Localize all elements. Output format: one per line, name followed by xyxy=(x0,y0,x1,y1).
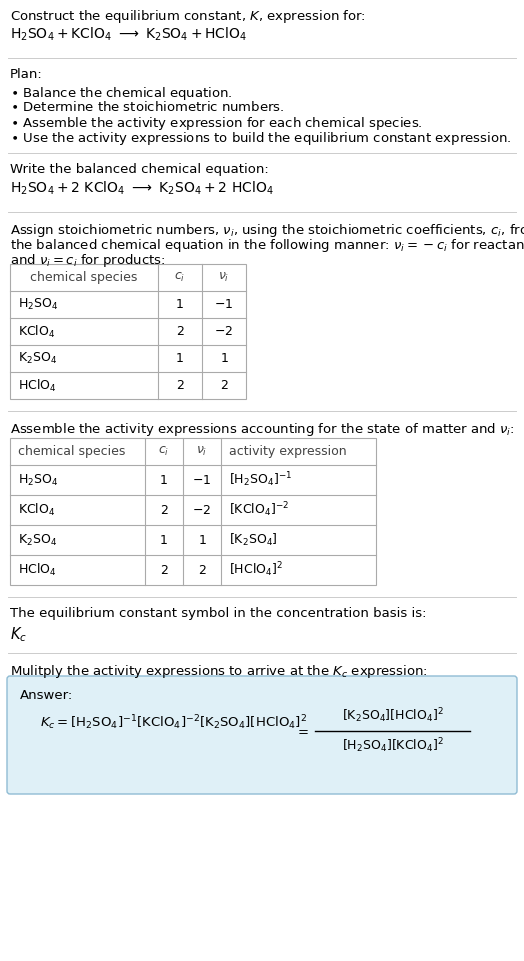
Text: $\bullet$ Balance the chemical equation.: $\bullet$ Balance the chemical equation. xyxy=(10,85,233,102)
Text: $\nu_i$: $\nu_i$ xyxy=(196,445,208,458)
Text: $c_i$: $c_i$ xyxy=(158,445,170,458)
Text: $[\mathrm{K_2SO_4}][\mathrm{HClO_4}]^2$: $[\mathrm{K_2SO_4}][\mathrm{HClO_4}]^2$ xyxy=(342,706,443,726)
Bar xyxy=(10,438,376,585)
Text: $\mathrm{HClO_4}$: $\mathrm{HClO_4}$ xyxy=(18,378,57,394)
Bar xyxy=(10,264,246,399)
Text: $\mathrm{H_2SO_4}$: $\mathrm{H_2SO_4}$ xyxy=(18,297,58,312)
Text: $\bullet$ Use the activity expressions to build the equilibrium constant express: $\bullet$ Use the activity expressions t… xyxy=(10,130,511,147)
Text: $K_c = [\mathrm{H_2SO_4}]^{-1}[\mathrm{KClO_4}]^{-2}[\mathrm{K_2SO_4}][\mathrm{H: $K_c = [\mathrm{H_2SO_4}]^{-1}[\mathrm{K… xyxy=(40,713,307,731)
Text: $K_c$: $K_c$ xyxy=(10,625,27,644)
Text: 2: 2 xyxy=(176,325,184,338)
Text: Assign stoichiometric numbers, $\nu_i$, using the stoichiometric coefficients, $: Assign stoichiometric numbers, $\nu_i$, … xyxy=(10,222,524,239)
Text: chemical species: chemical species xyxy=(18,445,125,458)
Text: Plan:: Plan: xyxy=(10,68,43,81)
Text: 1: 1 xyxy=(160,533,168,547)
Text: 2: 2 xyxy=(176,379,184,392)
Text: 2: 2 xyxy=(160,504,168,516)
Text: $\nu_i$: $\nu_i$ xyxy=(219,271,230,284)
Text: Answer:: Answer: xyxy=(20,689,73,702)
Text: $[\mathrm{K_2SO_4}]$: $[\mathrm{K_2SO_4}]$ xyxy=(229,532,278,548)
Text: $\mathrm{HClO_4}$: $\mathrm{HClO_4}$ xyxy=(18,562,57,579)
Text: $\mathrm{H_2SO_4}$: $\mathrm{H_2SO_4}$ xyxy=(18,473,58,487)
FancyBboxPatch shape xyxy=(7,676,517,794)
Text: $[\mathrm{H_2SO_4}]^{-1}$: $[\mathrm{H_2SO_4}]^{-1}$ xyxy=(229,471,292,489)
Text: Write the balanced chemical equation:: Write the balanced chemical equation: xyxy=(10,163,269,176)
Text: $1$: $1$ xyxy=(198,533,206,547)
Text: Assemble the activity expressions accounting for the state of matter and $\nu_i$: Assemble the activity expressions accoun… xyxy=(10,421,515,438)
Text: $c_i$: $c_i$ xyxy=(174,271,185,284)
Text: $\mathrm{H_2SO_4 + 2\ KClO_4 \ \longrightarrow \ K_2SO_4 + 2\ HClO_4}$: $\mathrm{H_2SO_4 + 2\ KClO_4 \ \longrigh… xyxy=(10,180,274,197)
Text: $-2$: $-2$ xyxy=(214,325,234,338)
Text: $-2$: $-2$ xyxy=(192,504,212,516)
Text: $\bullet$ Assemble the activity expression for each chemical species.: $\bullet$ Assemble the activity expressi… xyxy=(10,115,423,132)
Text: $[\mathrm{HClO_4}]^2$: $[\mathrm{HClO_4}]^2$ xyxy=(229,560,283,579)
Text: $\bullet$ Determine the stoichiometric numbers.: $\bullet$ Determine the stoichiometric n… xyxy=(10,100,285,114)
Text: $1$: $1$ xyxy=(220,352,228,365)
Text: $2$: $2$ xyxy=(220,379,228,392)
Text: $\mathrm{H_2SO_4 + KClO_4 \ \longrightarrow \ K_2SO_4 + HClO_4}$: $\mathrm{H_2SO_4 + KClO_4 \ \longrightar… xyxy=(10,26,247,43)
Text: the balanced chemical equation in the following manner: $\nu_i = -c_i$ for react: the balanced chemical equation in the fo… xyxy=(10,237,524,254)
Text: Construct the equilibrium constant, $K$, expression for:: Construct the equilibrium constant, $K$,… xyxy=(10,8,366,25)
Text: 1: 1 xyxy=(176,298,184,311)
Text: $\mathrm{KClO_4}$: $\mathrm{KClO_4}$ xyxy=(18,502,56,518)
Text: $-1$: $-1$ xyxy=(214,298,234,311)
Text: $\mathrm{K_2SO_4}$: $\mathrm{K_2SO_4}$ xyxy=(18,532,57,548)
Text: $2$: $2$ xyxy=(198,563,206,577)
Text: $\mathrm{KClO_4}$: $\mathrm{KClO_4}$ xyxy=(18,324,56,339)
Text: $[\mathrm{H_2SO_4}][\mathrm{KClO_4}]^2$: $[\mathrm{H_2SO_4}][\mathrm{KClO_4}]^2$ xyxy=(342,737,443,755)
Text: $\mathrm{K_2SO_4}$: $\mathrm{K_2SO_4}$ xyxy=(18,351,57,366)
Text: $=$: $=$ xyxy=(295,725,309,737)
Text: $-1$: $-1$ xyxy=(192,474,212,486)
Text: 2: 2 xyxy=(160,563,168,577)
Text: The equilibrium constant symbol in the concentration basis is:: The equilibrium constant symbol in the c… xyxy=(10,607,427,620)
Text: activity expression: activity expression xyxy=(229,445,346,458)
Text: 1: 1 xyxy=(160,474,168,486)
Text: chemical species: chemical species xyxy=(30,271,138,284)
Text: and $\nu_i = c_i$ for products:: and $\nu_i = c_i$ for products: xyxy=(10,252,166,269)
Text: Mulitply the activity expressions to arrive at the $K_c$ expression:: Mulitply the activity expressions to arr… xyxy=(10,663,428,680)
Text: 1: 1 xyxy=(176,352,184,365)
Text: $[\mathrm{KClO_4}]^{-2}$: $[\mathrm{KClO_4}]^{-2}$ xyxy=(229,501,289,519)
